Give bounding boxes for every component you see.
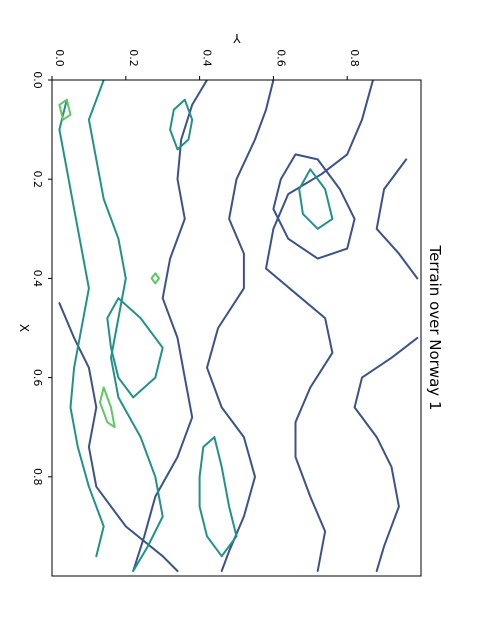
contour-line-6 — [353, 336, 419, 572]
contour-line-2 — [206, 80, 275, 572]
contour-line-13 — [169, 98, 194, 151]
x-axis-label: X — [17, 324, 31, 332]
y-tick-label: 0.2 — [127, 49, 140, 67]
y-tick-label: 0.8 — [348, 49, 361, 67]
contour-line-10 — [106, 297, 164, 399]
y-tick-label: 0.0 — [53, 49, 66, 67]
y-axis-ticks: 0.0 0.2 0.4 0.6 0.8 — [51, 49, 361, 80]
contour-line-15 — [99, 386, 116, 429]
contour-line-16 — [150, 272, 160, 285]
contour-line-4 — [58, 302, 179, 572]
plot-frame — [51, 79, 422, 577]
y-axis-label: Y — [233, 31, 242, 45]
contour-line-12 — [298, 168, 334, 230]
contour-line-5 — [375, 158, 419, 280]
x-tick-label: 0.6 — [31, 369, 44, 387]
plot-background — [52, 80, 421, 576]
x-tick-label: 0.4 — [31, 270, 44, 288]
contour-line-1 — [265, 80, 374, 572]
contour-line-8 — [87, 80, 164, 572]
contour-line-11 — [198, 436, 238, 558]
x-tick-label: 0.0 — [31, 71, 44, 89]
x-tick-label: 0.2 — [31, 170, 44, 188]
y-tick-label: 0.6 — [274, 49, 287, 67]
chart-title: Terrain over Norway 1 — [426, 245, 444, 411]
y-tick-label: 0.4 — [201, 49, 214, 67]
contour-lines — [58, 80, 419, 572]
x-tick-label: 0.8 — [31, 468, 44, 486]
contour-line-14 — [58, 98, 72, 121]
x-axis-ticks: 0.0 0.2 0.4 0.6 0.8 — [31, 71, 52, 486]
contour-line-9 — [58, 98, 105, 558]
contour-line-7 — [272, 153, 356, 260]
